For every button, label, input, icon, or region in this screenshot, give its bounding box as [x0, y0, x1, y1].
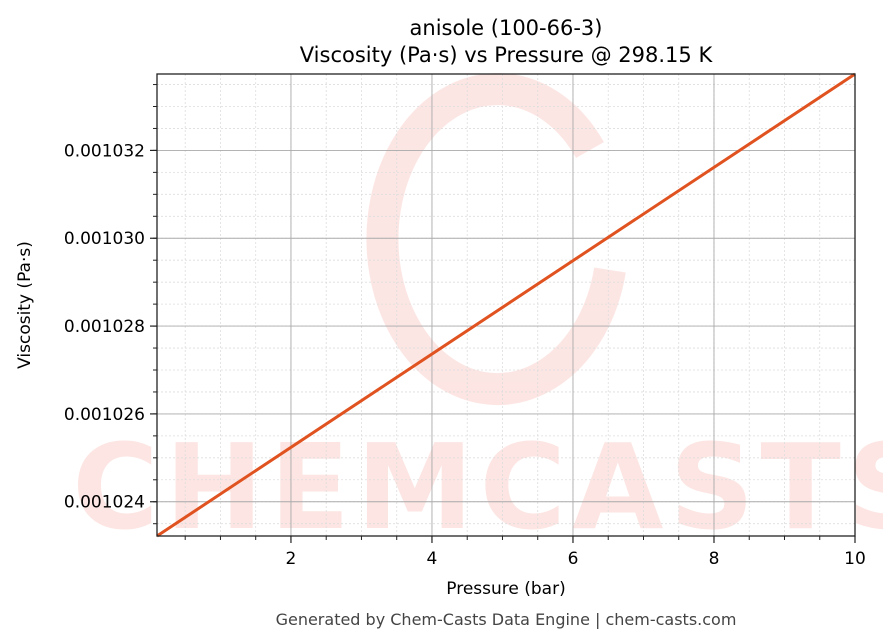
- ticks: 2 4 6 8 10 0.001024 0.001026 0.001028 0.001030 0.…: [64, 84, 866, 569]
- chart-title: anisole (100-66-3): [410, 16, 603, 40]
- y-axis-label: Viscosity (Pa·s): [15, 241, 35, 369]
- watermark-logo: CHEMCASTS: [72, 73, 883, 556]
- chart-subtitle: Viscosity (Pa·s) vs Pressure @ 298.15 K: [300, 43, 714, 67]
- x-tick-label: 10: [844, 549, 866, 569]
- x-tick-label: 8: [709, 549, 720, 569]
- y-tick-label: 0.001024: [64, 493, 145, 513]
- grid: [157, 74, 856, 536]
- y-tick-label: 0.001030: [64, 229, 145, 249]
- plot-frame: [156, 73, 856, 537]
- x-axis-label: Pressure (bar): [446, 579, 565, 599]
- x-tick-label: 6: [568, 549, 579, 569]
- series: [156, 72, 856, 538]
- footer-credit: Generated by Chem-Casts Data Engine | ch…: [276, 610, 737, 629]
- y-tick-label: 0.001026: [64, 405, 145, 425]
- y-tick-label: 0.001028: [64, 317, 145, 337]
- watermark-text: CHEMCASTS: [72, 418, 883, 556]
- series-line: [156, 72, 856, 538]
- y-tick-label: 0.001032: [64, 141, 145, 161]
- x-tick-label: 2: [286, 549, 297, 569]
- x-tick-label: 4: [427, 549, 438, 569]
